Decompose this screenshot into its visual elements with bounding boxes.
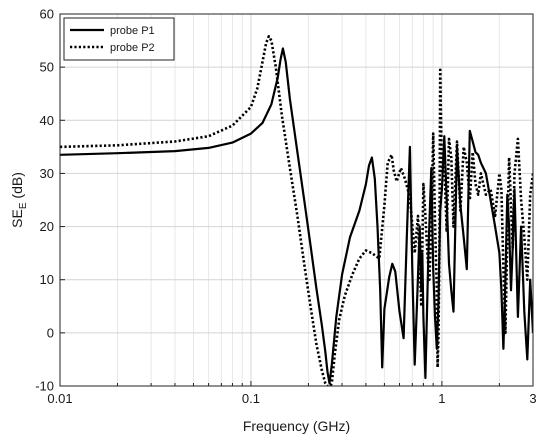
y-tick-label: 20 — [40, 219, 54, 234]
y-axis-label-subscript: E — [18, 202, 29, 209]
x-tick-label: 0.01 — [47, 391, 72, 406]
series-line-2 — [60, 34, 533, 386]
legend-box — [63, 17, 175, 61]
y-tick-label: 60 — [40, 7, 54, 22]
x-axis-label: Frequency (GHz) — [243, 418, 350, 434]
series-line-1 — [60, 47, 533, 385]
y-tick-label: 50 — [40, 60, 54, 75]
y-tick-label: 10 — [40, 272, 54, 287]
series-layer — [60, 34, 533, 386]
ticks: 0.01 0.1 1 3 -10 0 10 20 30 40 50 60 — [35, 7, 536, 407]
y-tick-label: 40 — [40, 113, 54, 128]
legend-label-2: probe P2 — [110, 42, 155, 54]
x-tick-label: 3 — [529, 391, 536, 406]
legend-label-1: probe P1 — [110, 25, 155, 37]
y-tick-label: -10 — [35, 379, 54, 394]
y-axis-label: SEE (dB) — [9, 172, 29, 228]
plot-frame — [59, 13, 534, 387]
y-axis-label-unit: (dB) — [9, 172, 25, 202]
x-tick-label: 1 — [438, 391, 445, 406]
legend: probe P1 probe P2 — [63, 17, 175, 61]
y-tick-label: 30 — [40, 166, 54, 181]
plot-area — [60, 14, 533, 386]
x-tick-label: 0.1 — [242, 391, 260, 406]
y-axis-label-main: SE — [9, 209, 25, 228]
y-tick-label: 0 — [47, 325, 54, 340]
